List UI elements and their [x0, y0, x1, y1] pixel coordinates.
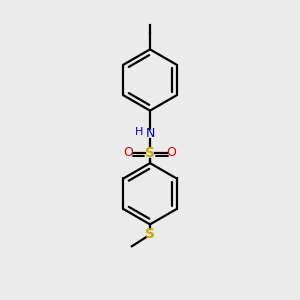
Text: S: S	[145, 146, 155, 160]
Text: H: H	[135, 127, 143, 136]
Text: O: O	[167, 146, 176, 159]
Text: S: S	[145, 227, 155, 241]
Text: O: O	[124, 146, 134, 159]
Text: N: N	[145, 128, 155, 140]
